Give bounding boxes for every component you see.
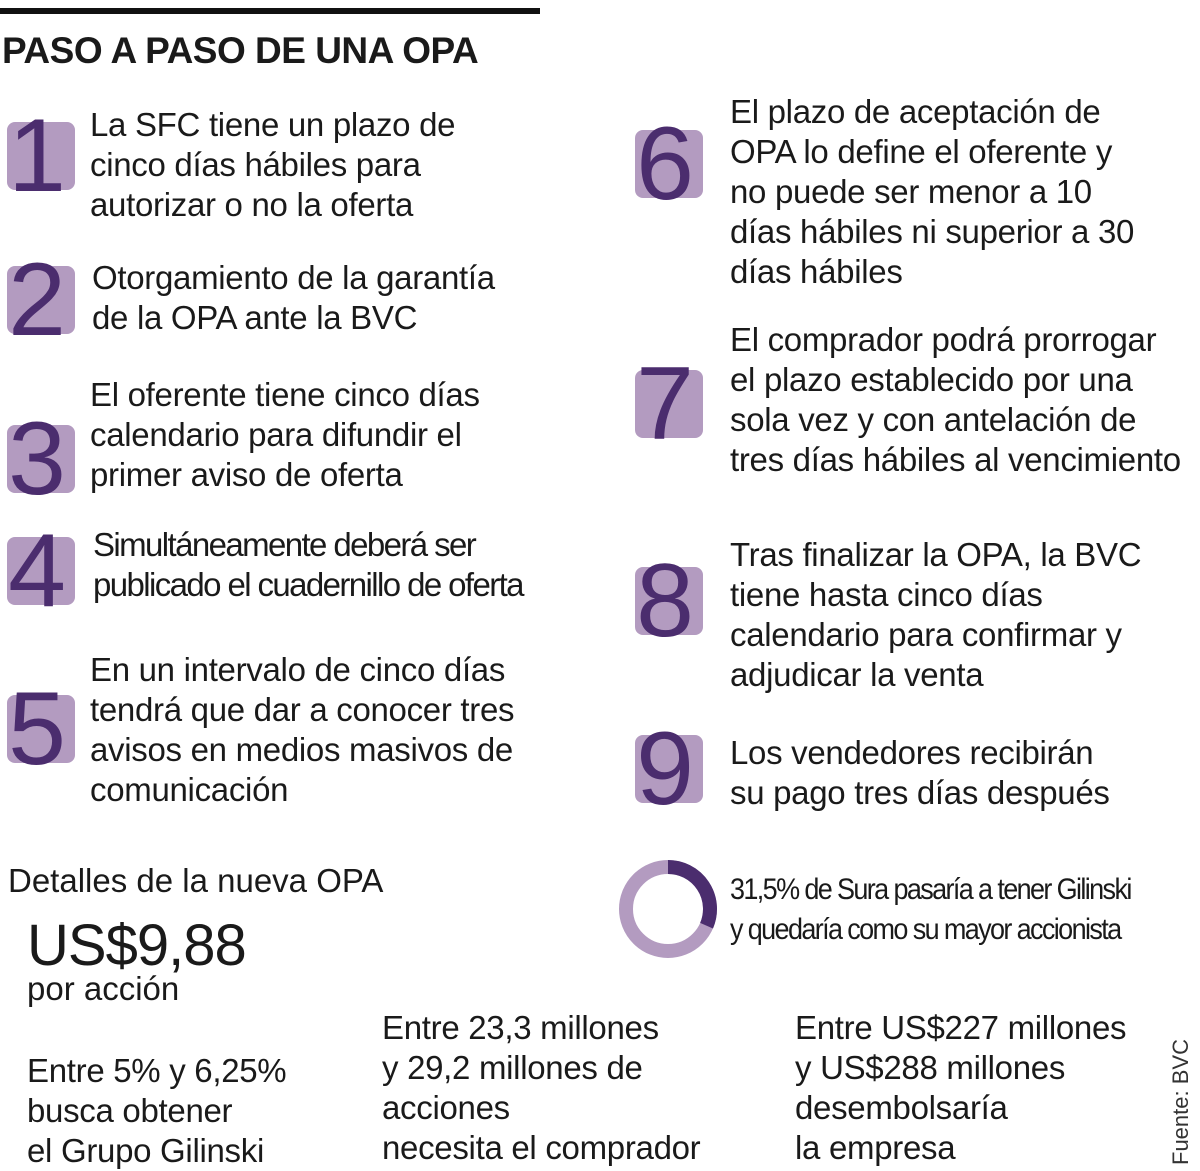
step-description: La SFC tiene un plazo de cinco días hábil… bbox=[90, 105, 456, 225]
step-line: tiene hasta cinco días bbox=[730, 576, 1043, 613]
detail-highlight: Entre 23,3 millones bbox=[382, 1009, 659, 1046]
step-line: Los vendedores recibirán bbox=[730, 734, 1094, 771]
step-line: tres días hábiles al vencimiento bbox=[730, 441, 1181, 478]
ownership-donut bbox=[619, 860, 717, 958]
step-number-box bbox=[635, 567, 703, 635]
step-number: 5 bbox=[8, 671, 66, 787]
step-line: Tras finalizar la OPA, la BVC bbox=[730, 536, 1142, 573]
step-line: Otorgamiento de la garantía bbox=[92, 259, 495, 296]
step-number-box bbox=[635, 370, 703, 438]
step-line: sola vez y con antelación de bbox=[730, 401, 1137, 438]
step-line: días hábiles ni superior a 30 bbox=[730, 213, 1135, 250]
step-line: cinco días hábiles para bbox=[90, 146, 421, 183]
step-number-box bbox=[7, 537, 75, 605]
detail-column: Entre 5% y 6,25% busca obtener el Grupo Gi… bbox=[27, 1051, 287, 1171]
detail-highlight: y 29,2 millones de bbox=[382, 1049, 643, 1086]
step-description: Simultáneamente deberá ser publicado el c… bbox=[93, 525, 525, 605]
step-line: La SFC tiene un plazo de bbox=[90, 106, 456, 143]
step-line: Simultáneamente deberá ser bbox=[93, 526, 477, 563]
detail-caption: busca obtener bbox=[27, 1092, 233, 1129]
detail-column: Entre 23,3 millones y 29,2 millones de acc… bbox=[382, 1008, 701, 1168]
step-line: de la OPA ante la BVC bbox=[92, 299, 418, 336]
detail-highlight: y US$288 millones bbox=[795, 1049, 1066, 1086]
step-line: avisos en medios masivos de bbox=[90, 731, 513, 768]
step-line: publicado el cuadernillo de oferta bbox=[93, 566, 525, 603]
detail-highlight: Entre 5% y 6,25% bbox=[27, 1052, 287, 1089]
step-number: 6 bbox=[636, 106, 694, 222]
donut-caption-line: y quedaría como su mayor accionista bbox=[730, 913, 1122, 946]
detail-column: Entre US$227 millones y US$288 millones de… bbox=[795, 1008, 1127, 1168]
step-description: Tras finalizar la OPA, la BVC tiene hasta… bbox=[730, 535, 1142, 695]
step-number: 4 bbox=[8, 513, 66, 629]
detail-highlight: acciones bbox=[382, 1089, 510, 1126]
step-description: Los vendedores recibirán su pago tres día… bbox=[730, 733, 1110, 813]
step-line: el plazo establecido por una bbox=[730, 361, 1133, 398]
top-rule bbox=[0, 8, 540, 14]
step-line: no puede ser menor a 10 bbox=[730, 173, 1092, 210]
source-note: Fuente: BVC bbox=[1168, 1039, 1193, 1165]
step-number: 9 bbox=[636, 711, 694, 827]
step-description: Otorgamiento de la garantía de la OPA ant… bbox=[92, 258, 495, 338]
step-number: 2 bbox=[8, 242, 66, 358]
details-title: Detalles de la nueva OPA bbox=[8, 862, 384, 899]
donut-share-arc bbox=[667, 860, 717, 929]
detail-caption: desembolsaría bbox=[795, 1089, 1008, 1126]
price-value: US$9,88 bbox=[27, 913, 247, 978]
step-number-box bbox=[7, 122, 75, 190]
step-number-box bbox=[7, 425, 75, 493]
step-number: 8 bbox=[636, 543, 694, 659]
detail-caption: el Grupo Gilinski bbox=[27, 1132, 264, 1169]
price-caption: por acción bbox=[27, 970, 180, 1007]
detail-highlight: Entre US$227 millones bbox=[795, 1009, 1127, 1046]
step-number-box bbox=[7, 266, 75, 334]
step-line: autorizar o no la oferta bbox=[90, 186, 413, 223]
step-number-box bbox=[635, 130, 703, 198]
step-number: 3 bbox=[8, 401, 66, 517]
step-line: calendario para difundir el bbox=[90, 416, 462, 453]
step-line: días hábiles bbox=[730, 253, 903, 290]
detail-caption: necesita el comprador bbox=[382, 1129, 701, 1166]
step-number-box bbox=[635, 735, 703, 803]
step-line: En un intervalo de cinco días bbox=[90, 651, 506, 688]
step-line: adjudicar la venta bbox=[730, 656, 984, 693]
step-line: El plazo de aceptación de bbox=[730, 93, 1101, 130]
step-line: El comprador podrá prorrogar bbox=[730, 321, 1157, 358]
step-number: 7 bbox=[636, 346, 694, 462]
donut-caption: 31,5% de Sura pasaría a tener Gilinski y… bbox=[730, 870, 1132, 950]
step-line: su pago tres días después bbox=[730, 774, 1110, 811]
step-description: El oferente tiene cinco días calendario p… bbox=[90, 375, 480, 495]
step-line: comunicación bbox=[90, 771, 289, 808]
step-number: 1 bbox=[8, 98, 66, 214]
step-line: OPA lo define el oferente y bbox=[730, 133, 1113, 170]
page-title: PASO A PASO DE UNA OPA bbox=[2, 30, 479, 71]
step-description: En un intervalo de cinco días tendrá que … bbox=[90, 650, 515, 810]
step-description: El comprador podrá prorrogar el plazo est… bbox=[730, 320, 1181, 480]
step-line: primer aviso de oferta bbox=[90, 456, 403, 493]
step-number-box bbox=[7, 695, 75, 763]
step-line: tendrá que dar a conocer tres bbox=[90, 691, 515, 728]
step-line: calendario para confirmar y bbox=[730, 616, 1122, 653]
step-description: El plazo de aceptación de OPA lo define e… bbox=[730, 92, 1134, 292]
detail-caption: la empresa bbox=[795, 1129, 956, 1166]
donut-caption-line: 31,5% de Sura pasaría a tener Gilinski bbox=[730, 873, 1132, 906]
step-line: El oferente tiene cinco días bbox=[90, 376, 480, 413]
